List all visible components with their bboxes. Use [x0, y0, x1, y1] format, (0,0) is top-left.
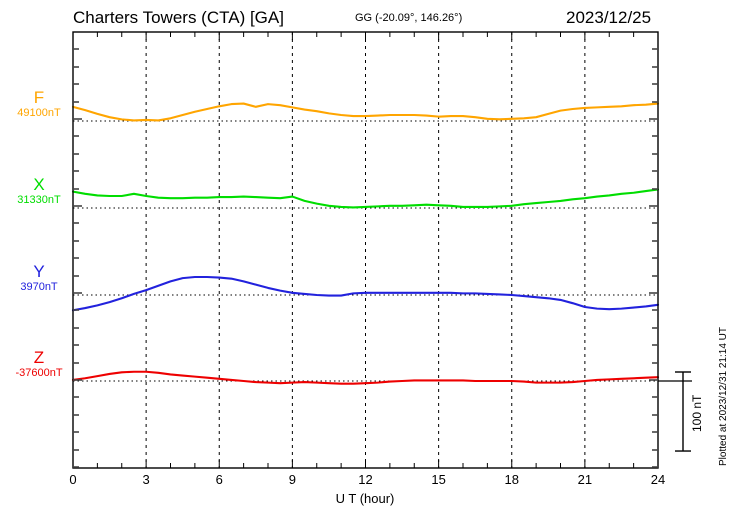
observation-date: 2023/12/25 — [566, 8, 652, 27]
x-tick-label: 21 — [577, 472, 593, 487]
component-baseline-x: 31330nT — [17, 194, 61, 206]
component-letter-x: X — [33, 175, 45, 194]
plotted-timestamp: Plotted at 2023/12/31 21:14 UT — [718, 327, 729, 466]
x-tick-label: 24 — [650, 472, 666, 487]
component-letter-y: Y — [33, 262, 45, 281]
axis-ticks — [72, 32, 659, 468]
x-tick-label: 18 — [504, 472, 519, 487]
geographic-coordinates: GG (-20.09°, 146.26°) — [355, 12, 463, 24]
x-tick-label: 0 — [69, 472, 77, 487]
scale-bar — [658, 371, 692, 452]
component-baseline-y: 3970nT — [20, 281, 58, 293]
trace-layer — [71, 102, 660, 385]
x-tick-label: 12 — [358, 472, 373, 487]
component-letter-z: Z — [33, 348, 45, 367]
x-tick-label: 9 — [288, 472, 296, 487]
component-baseline-f: 49100nT — [17, 107, 61, 119]
scale-bar-label: 100 nT — [690, 394, 704, 432]
station-title: Charters Towers (CTA) [GA] — [73, 8, 284, 27]
x-tick-label: 3 — [142, 472, 150, 487]
x-axis-title: U T (hour) — [335, 491, 395, 506]
component-baseline-z: -37600nT — [15, 367, 63, 379]
component-letter-f: F — [33, 88, 45, 107]
x-tick-label: 6 — [215, 472, 223, 487]
baseline-layer — [73, 120, 658, 382]
x-tick-label: 15 — [431, 472, 446, 487]
grid-layer — [145, 32, 586, 468]
